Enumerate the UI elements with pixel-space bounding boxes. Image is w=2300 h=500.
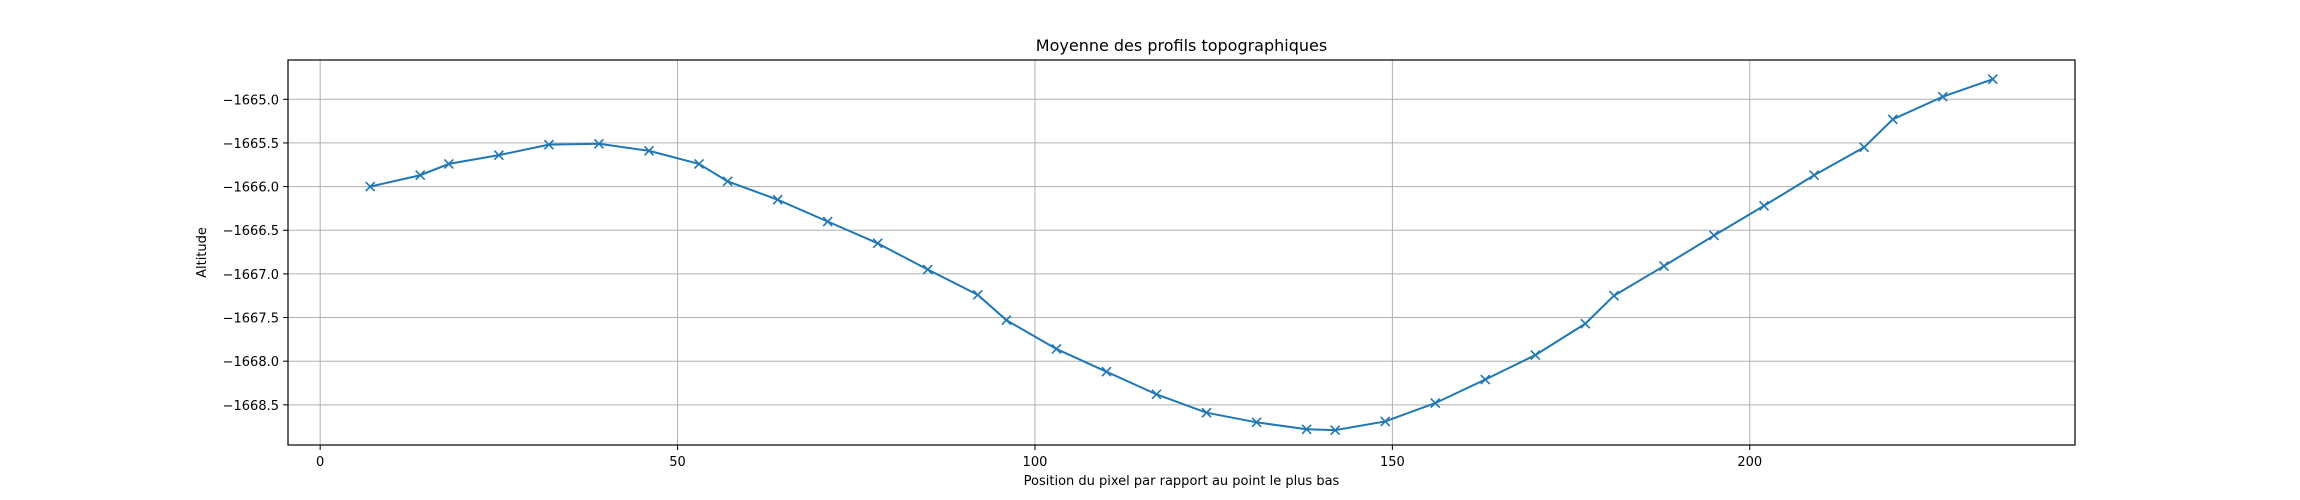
data-point-marker [872, 238, 883, 249]
axis-ticks: 0 50 100 150 200 −1665.0 −1665.5 −1666.0 −1666.5… [223, 93, 1763, 470]
data-point-marker [1708, 230, 1720, 241]
data-point-marker [822, 216, 833, 227]
y-tick-label: −1666.0 [223, 181, 279, 196]
plot-frame [287, 59, 2076, 446]
x-tick-label: 0 [316, 455, 324, 470]
data-point-marker [1608, 290, 1620, 301]
y-tick-label: −1668.0 [223, 355, 279, 370]
data-point-marker [415, 170, 426, 181]
y-axis-label: Altitude [195, 227, 210, 278]
series-line [369, 78, 1994, 432]
data-point-marker [543, 139, 554, 150]
data-point-marker [1430, 398, 1441, 409]
data-point-marker [1758, 200, 1770, 211]
y-tick-label: −1665.0 [223, 93, 279, 108]
x-tick-label: 150 [1380, 455, 1405, 470]
data-point-marker [365, 181, 376, 192]
data-point-marker [593, 138, 605, 149]
series-layer [365, 74, 1998, 436]
y-tick-label: −1665.5 [223, 137, 279, 152]
data-point-marker [1201, 407, 1212, 418]
data-point-marker [722, 176, 733, 187]
x-tick-label: 200 [1737, 455, 1762, 470]
data-point-marker [1859, 142, 1870, 153]
data-point-marker [772, 194, 783, 205]
y-tick-label: −1667.0 [223, 268, 279, 283]
data-point-marker [493, 150, 504, 161]
y-tick-label: −1668.5 [223, 399, 279, 414]
data-point-marker [1151, 389, 1162, 400]
data-point-marker [1251, 417, 1262, 428]
data-point-marker [1887, 114, 1898, 125]
data-point-marker [1580, 318, 1591, 329]
data-point-marker [1809, 170, 1820, 181]
data-point-marker [1101, 366, 1112, 377]
data-point-marker [1330, 425, 1341, 436]
chart-title: Moyenne des profils topographiques [1036, 36, 1327, 55]
data-point-marker [443, 158, 454, 169]
x-tick-label: 100 [1023, 455, 1048, 470]
x-tick-label: 50 [669, 455, 686, 470]
data-point-marker [643, 145, 655, 156]
grid-lines [288, 60, 2075, 445]
data-point-marker [1301, 424, 1312, 435]
y-tick-label: −1666.5 [223, 224, 279, 239]
data-point-marker [1937, 91, 1948, 102]
data-point-marker [1658, 260, 1670, 272]
data-point-marker [1530, 350, 1541, 361]
data-point-marker [1987, 74, 1998, 85]
data-point-marker [1480, 374, 1491, 385]
data-point-marker [1001, 315, 1012, 326]
data-point-marker [693, 158, 705, 169]
data-point-marker [1051, 343, 1062, 355]
data-point-marker [1380, 416, 1391, 427]
y-tick-label: −1667.5 [223, 312, 279, 327]
x-axis-label: Position du pixel par rapport au point l… [1024, 474, 1340, 489]
data-point-marker [922, 264, 933, 275]
data-point-marker [972, 289, 983, 300]
